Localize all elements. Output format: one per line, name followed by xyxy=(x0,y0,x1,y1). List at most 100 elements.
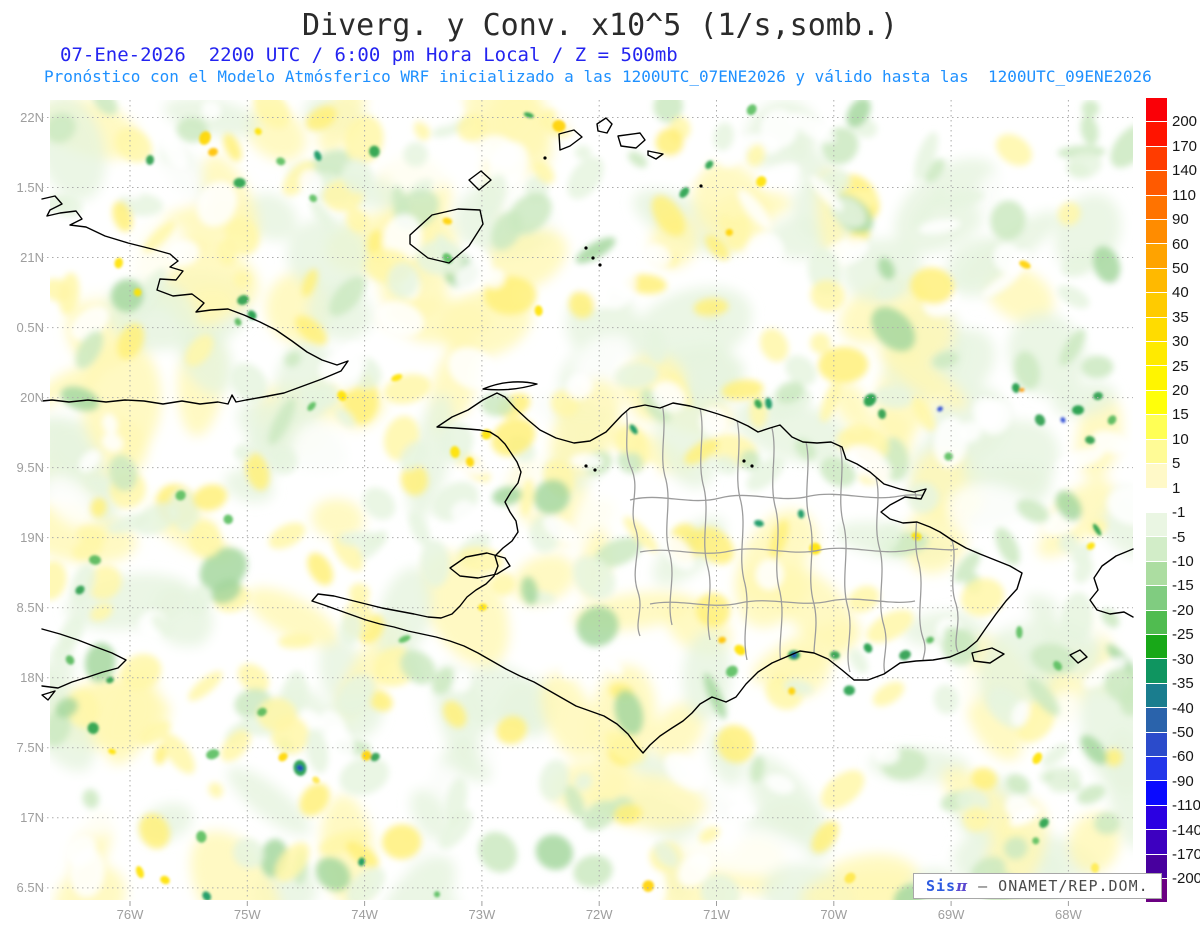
colorbar-segment xyxy=(1146,122,1167,147)
watermark-brand: Sis xyxy=(926,877,957,895)
lat-axis-label: 9.5N xyxy=(16,459,44,475)
lon-axis-label: 69W xyxy=(937,907,965,922)
colorbar-segment xyxy=(1146,317,1167,343)
colorbar-label: -15 xyxy=(1172,577,1194,595)
lon-axis-label: 75W xyxy=(233,907,261,922)
colorbar-label: -35 xyxy=(1172,675,1194,693)
colorbar-label: 40 xyxy=(1172,284,1189,302)
colorbar-label: -10 xyxy=(1172,552,1194,570)
province-borders xyxy=(625,403,959,677)
lat-axis-label: 21N xyxy=(20,249,44,265)
colorbar-label: -140 xyxy=(1172,821,1200,839)
colorbar-label: 25 xyxy=(1172,357,1189,375)
valid-time-subtitle: 07-Ene-2026 2200 UTC / 6:00 pm Hora Loca… xyxy=(60,44,678,66)
lon-axis-label: 73W xyxy=(468,907,496,922)
colorbar-segment xyxy=(1146,610,1167,635)
colorbar-label: -170 xyxy=(1172,846,1200,864)
lat-axis-label: 19N xyxy=(20,529,44,545)
colorbar-segment xyxy=(1146,268,1167,294)
colorbar-segment xyxy=(1146,171,1167,196)
colorbar-label: 60 xyxy=(1172,235,1189,253)
colorbar-label: -30 xyxy=(1172,650,1194,668)
colorbar-segment xyxy=(1146,439,1167,465)
colorbar-segment xyxy=(1146,708,1167,733)
lon-axis-label: 74W xyxy=(351,907,378,922)
lat-axis-label: 17N xyxy=(20,809,44,825)
longitude-ticks xyxy=(129,901,1069,906)
colorbar-segment xyxy=(1146,781,1167,806)
colorbar-segment xyxy=(1146,146,1167,172)
colorbar-segment xyxy=(1146,561,1167,587)
colorbar-label: -5 xyxy=(1172,528,1186,546)
watermark-box: Sis π – ONAMET/REP.DOM. xyxy=(913,873,1162,899)
watermark-separator: – xyxy=(968,877,999,895)
colorbar-label: -200 xyxy=(1172,870,1200,888)
colorbar-segment xyxy=(1146,634,1167,660)
colorbar-segment xyxy=(1146,830,1167,855)
colorbar-label: -1 xyxy=(1172,504,1186,522)
colorbar-label: 200 xyxy=(1172,113,1198,131)
colorbar-segment xyxy=(1146,756,1167,782)
lon-axis-label: 68W xyxy=(1055,907,1082,922)
lon-axis-label: 70W xyxy=(820,907,848,922)
colorbar-segment xyxy=(1146,537,1167,562)
colorbar-segment xyxy=(1146,732,1167,757)
lon-axis-label: 71W xyxy=(703,907,730,922)
colorbar-label: -40 xyxy=(1172,699,1194,717)
colorbar-label: 20 xyxy=(1172,382,1189,400)
colorbar-label: 90 xyxy=(1172,211,1189,229)
pi-icon: π xyxy=(956,877,969,895)
graticule-gridlines xyxy=(42,100,1133,900)
colorbar-segment xyxy=(1146,220,1167,245)
colorbar-segment xyxy=(1146,244,1167,269)
colorbar-segment xyxy=(1146,805,1167,831)
colorbar-segment xyxy=(1146,366,1167,391)
colorbar-label: -20 xyxy=(1172,601,1194,619)
colorbar-segment xyxy=(1146,586,1167,611)
lon-axis-label: 72W xyxy=(585,907,613,922)
colorbar-label: -90 xyxy=(1172,772,1194,790)
colorbar-segment xyxy=(1146,195,1167,221)
colorbar-segment xyxy=(1146,464,1167,489)
colorbar-label: 170 xyxy=(1172,137,1198,155)
colorbar-label: 140 xyxy=(1172,162,1198,180)
colorbar-segment xyxy=(1146,488,1167,513)
lat-axis-label: 20N xyxy=(20,389,44,405)
divergence-field xyxy=(50,100,1133,900)
colorbar-label: 15 xyxy=(1172,406,1189,424)
colorbar xyxy=(1146,98,1167,904)
lon-axis-label: 76W xyxy=(116,907,144,922)
colorbar-segment xyxy=(1146,342,1167,367)
colorbar-label: 5 xyxy=(1172,455,1181,473)
colorbar-segment xyxy=(1146,390,1167,416)
colorbar-segment xyxy=(1146,512,1167,538)
colorbar-label: -50 xyxy=(1172,723,1194,741)
colorbar-label: -60 xyxy=(1172,748,1194,766)
colorbar-label: 10 xyxy=(1172,430,1189,448)
colorbar-label: 50 xyxy=(1172,259,1189,277)
lat-axis-label: 6.5N xyxy=(16,879,44,895)
colorbar-segment xyxy=(1146,98,1167,123)
lat-axis-label: 22N xyxy=(20,109,44,125)
colorbar-segment xyxy=(1146,659,1167,684)
lat-axis-label: 7.5N xyxy=(16,739,44,755)
colorbar-label: 110 xyxy=(1172,186,1196,204)
colorbar-segment xyxy=(1146,293,1167,318)
coastlines xyxy=(41,117,1134,754)
lat-axis-label: 0.5N xyxy=(16,319,44,335)
colorbar-label: 1 xyxy=(1172,479,1181,497)
watermark-org: ONAMET/REP.DOM. xyxy=(998,877,1149,895)
colorbar-label: 35 xyxy=(1172,308,1189,326)
colorbar-segment xyxy=(1146,415,1167,440)
model-run-subtitle: Pronóstico con el Modelo Atmósferico WRF… xyxy=(44,67,1152,86)
colorbar-segment xyxy=(1146,683,1167,709)
page-title: Diverg. y Conv. x10^5 (1/s,somb.) xyxy=(301,8,899,43)
colorbar-label: -110 xyxy=(1172,797,1200,815)
lat-axis-label: 8.5N xyxy=(16,599,44,615)
lat-axis-label: 18N xyxy=(20,669,44,685)
colorbar-label: 30 xyxy=(1172,333,1189,351)
small-islands xyxy=(543,156,754,472)
lat-axis-label: 1.5N xyxy=(16,179,44,195)
